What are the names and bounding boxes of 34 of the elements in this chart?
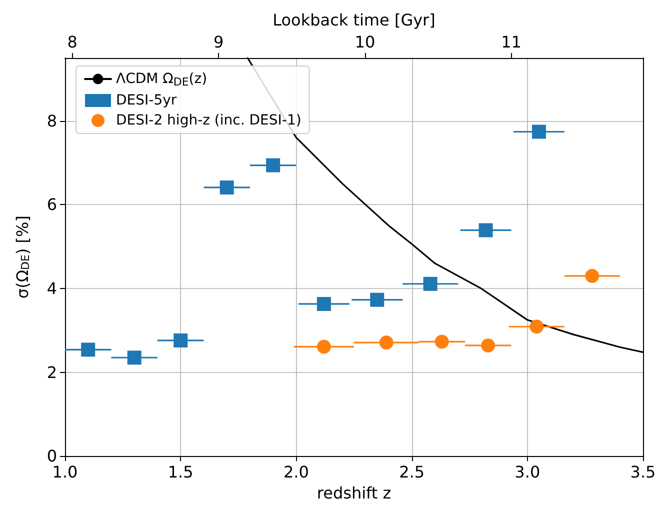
- x-tick-label: 1.5: [168, 462, 194, 482]
- legend-label: DESI-5yr: [116, 92, 177, 108]
- x2-tick-label: 9: [214, 32, 224, 52]
- y-axis-title: σ(ΩDE) [%]: [13, 216, 32, 299]
- y-tick-label: 8: [46, 111, 57, 130]
- x-tick-label: 2.5: [399, 462, 425, 482]
- point: [370, 292, 384, 307]
- point: [379, 336, 394, 350]
- x-tick-label: 2.0: [283, 462, 309, 482]
- point: [174, 333, 188, 348]
- point: [530, 320, 544, 334]
- point: [316, 296, 331, 311]
- point: [434, 334, 449, 349]
- y-tick-label: 6: [46, 195, 57, 214]
- x-axis-title: redshift z: [316, 484, 392, 502]
- point: [81, 342, 96, 357]
- x2-tick-label: 10: [354, 32, 376, 52]
- point: [266, 158, 280, 172]
- x2-axis-title: Lookback time [Gyr]: [272, 10, 436, 30]
- point: [585, 268, 600, 283]
- x2-tick-label: 8: [67, 32, 78, 52]
- point: [127, 350, 142, 365]
- point: [532, 124, 546, 139]
- y-tick-label: 4: [46, 278, 57, 298]
- point: [423, 276, 438, 291]
- y-tick-label: 2: [46, 362, 57, 382]
- point: [481, 338, 496, 352]
- point: [478, 223, 493, 238]
- x2-tick-label: 11: [501, 32, 522, 52]
- x-tick-label: 3.0: [514, 462, 540, 482]
- x-tick-label: 3.5: [630, 462, 656, 482]
- point: [220, 180, 234, 194]
- legend-label: DESI-2 high-z (inc. DESI-1): [116, 112, 302, 128]
- point: [316, 340, 331, 354]
